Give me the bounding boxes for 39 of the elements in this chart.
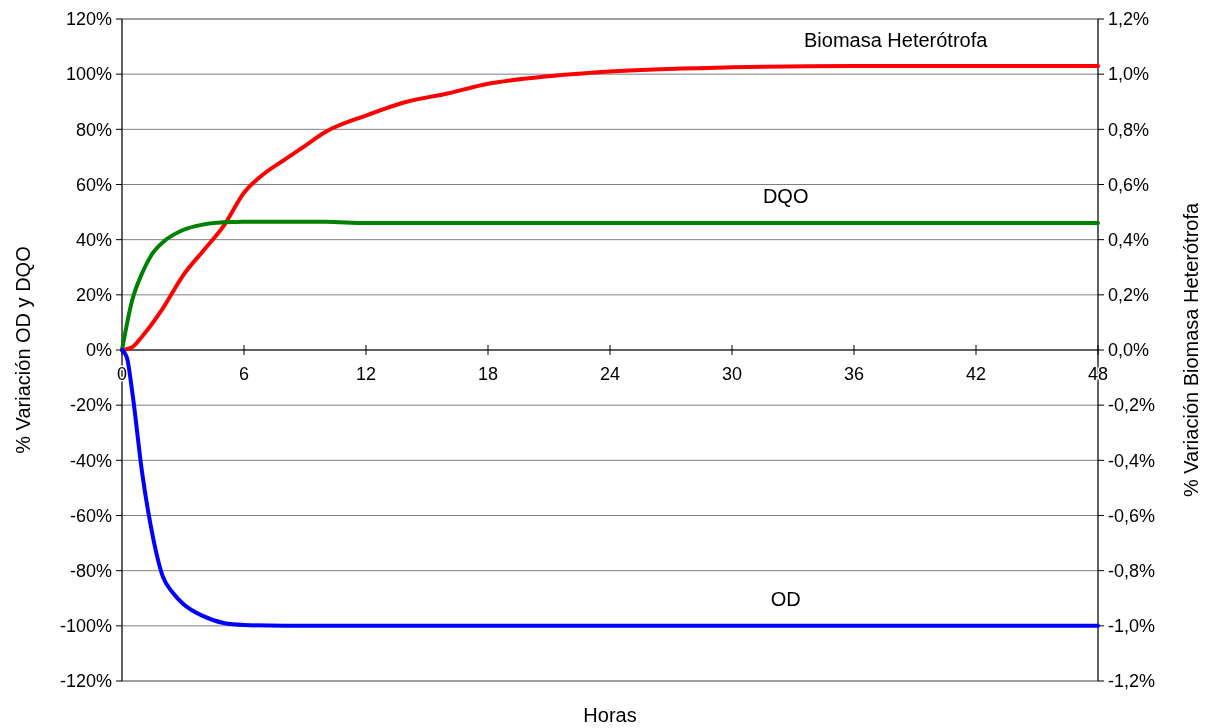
- y2-tick-label: -0,8%: [1108, 560, 1156, 581]
- x-tick-label: 12: [355, 364, 377, 384]
- y2-tick-label: -0,2%: [1108, 395, 1156, 416]
- y-tick-label: 40%: [75, 229, 112, 250]
- y2-tick-label: -0,6%: [1108, 505, 1156, 526]
- y2-tick-label: 0,4%: [1108, 229, 1150, 250]
- y2-tick-label: 0,8%: [1108, 119, 1150, 140]
- y-tick-label: 0%: [85, 340, 112, 361]
- y-tick-label: 120%: [65, 9, 112, 30]
- x-tick-label: 24: [599, 364, 621, 384]
- y2-tick-label: 1,2%: [1108, 9, 1150, 30]
- series-label: OD: [770, 587, 801, 610]
- y-tick-label: -60%: [69, 505, 112, 526]
- x-tick-label: 30: [721, 364, 743, 384]
- x-tick-label: 42: [965, 364, 987, 384]
- y2-tick-label: -0,4%: [1108, 450, 1156, 471]
- y-tick-label: -20%: [69, 395, 112, 416]
- y-tick-label: 20%: [75, 285, 112, 306]
- y2-tick-label: 0,6%: [1108, 174, 1150, 195]
- x-tick-label: 18: [477, 364, 499, 384]
- y-tick-label: 80%: [75, 119, 112, 140]
- series-label: DQO: [762, 185, 809, 208]
- y-tick-label: -40%: [69, 450, 112, 471]
- y-tick-label: -80%: [69, 560, 112, 581]
- y-tick-label: 100%: [65, 64, 112, 85]
- y-axis-title: % Variación OD y DQO: [12, 246, 34, 454]
- y2-tick-label: 1,0%: [1108, 64, 1150, 85]
- y2-tick-label: -1,2%: [1108, 671, 1156, 692]
- y2-tick-label: 0,0%: [1108, 340, 1150, 361]
- y-tick-label: 60%: [75, 174, 112, 195]
- y-tick-label: -120%: [59, 671, 112, 692]
- y-tick-label: -100%: [59, 616, 112, 637]
- series-label: Biomasa Heterótrofa: [803, 28, 989, 51]
- y2-tick-label: 0,2%: [1108, 285, 1150, 306]
- x-axis-title: Horas: [583, 704, 637, 726]
- x-tick-label: 6: [238, 364, 250, 384]
- x-tick-label: 36: [843, 364, 865, 384]
- y2-tick-label: -1,0%: [1108, 616, 1156, 637]
- y2-axis-title: % Variación Biomasa Heterótrofa: [1180, 202, 1202, 498]
